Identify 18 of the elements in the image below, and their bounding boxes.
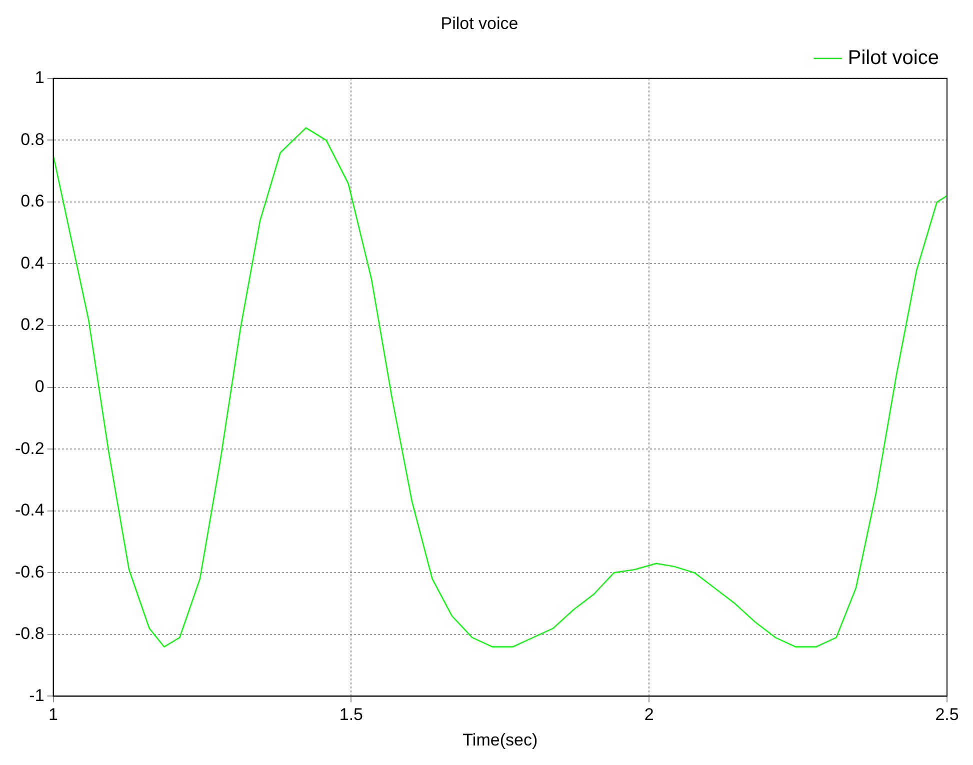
y-tick-label: -0.6 bbox=[14, 562, 44, 582]
x-tick-label: 1 bbox=[48, 705, 58, 724]
y-tick-label: -1 bbox=[29, 686, 44, 705]
y-tick-label: -0.8 bbox=[14, 624, 44, 644]
chart-title: Pilot voice bbox=[440, 14, 518, 33]
x-axis-title: Time(sec) bbox=[462, 730, 538, 750]
y-tick-label: -0.4 bbox=[14, 500, 44, 520]
y-tick-label: -0.2 bbox=[14, 438, 44, 458]
x-tick-label: 2 bbox=[644, 705, 654, 724]
y-tick-label: 0 bbox=[34, 376, 44, 396]
y-tick-label: 1 bbox=[34, 68, 44, 88]
y-tick-label: 0.2 bbox=[20, 315, 44, 334]
x-tick-label: 1.5 bbox=[339, 705, 364, 724]
y-tick-label: 0.8 bbox=[20, 130, 44, 149]
legend-label: Pilot voice bbox=[848, 46, 940, 69]
y-tick-label: 0.4 bbox=[20, 253, 44, 272]
y-tick-label: 0.6 bbox=[20, 192, 44, 211]
x-tick-label: 2.5 bbox=[935, 705, 959, 724]
